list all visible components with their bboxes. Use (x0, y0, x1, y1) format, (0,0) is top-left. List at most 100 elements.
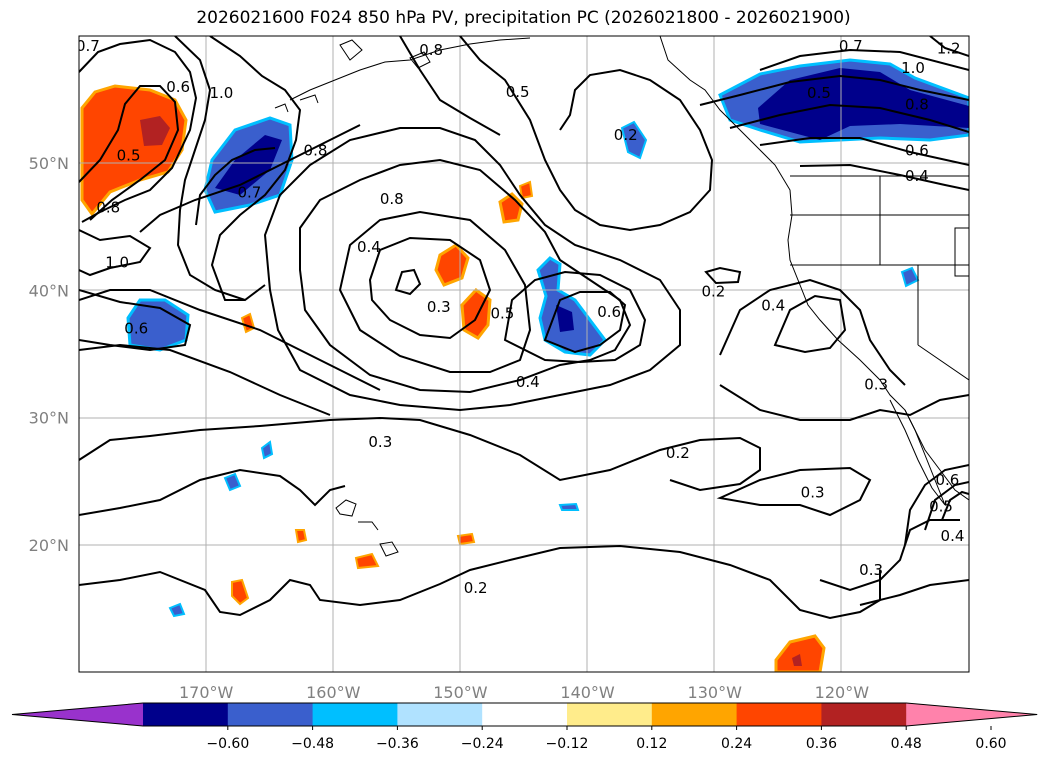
contour-label: 0.7 (76, 37, 100, 55)
pv-contour (399, 36, 501, 136)
contour-label: 0.6 (597, 303, 621, 321)
contour-label: 0.5 (807, 84, 831, 102)
latitude-tick-label: 30°N (29, 409, 69, 428)
map-gridlines (79, 36, 969, 672)
contour-label: 0.5 (490, 304, 514, 322)
colorbar-segment (227, 703, 314, 726)
pv-contour (79, 343, 331, 416)
longitude-tick-label: 120°W (815, 683, 870, 702)
contour-label: 0.5 (506, 83, 530, 101)
latitude-tick-label: 40°N (29, 281, 69, 300)
pv-contour (773, 294, 847, 354)
contour-label: 0.3 (801, 484, 825, 502)
political-boundary (790, 175, 969, 381)
contour-label: 0.3 (427, 298, 451, 316)
contour-label: 0.2 (464, 579, 488, 597)
contour-label: 0.3 (368, 433, 392, 451)
pv-contour (503, 270, 647, 364)
pv-contour (79, 229, 152, 277)
contour-labels: 0.7 0.6 0.5 0.8 1.0 0.6 1.0 0.7 0.8 0.8 0.5 0.8 0.4 0… (76, 37, 964, 597)
contour-label: 0.4 (905, 167, 929, 185)
pv-contour (719, 278, 906, 386)
hawaii-coastline (335, 499, 399, 557)
colorbar: −0.60 −0.48 −0.36 −0.24 −0.12 0.12 0.24 0.36 0.4… (11, 702, 1038, 752)
contour-label: 0.3 (864, 376, 888, 394)
longitude-tick-label: 130°W (688, 683, 743, 702)
contour-label: 0.2 (666, 444, 690, 462)
colorbar-tick-label: 0.48 (891, 736, 922, 752)
pv-contour (459, 36, 714, 232)
precip-negative-area (223, 472, 242, 492)
contour-label: 1.0 (901, 59, 925, 77)
precip-negative-area (558, 502, 580, 511)
pv-contour (195, 147, 276, 226)
map-area: 0.7 0.6 0.5 0.8 1.0 0.6 1.0 0.7 0.8 0.8 0.5 0.8 0.4 0… (76, 36, 969, 672)
map-title: 2026021600 F024 850 hPa PV, precipitatio… (196, 8, 851, 28)
pv-contour (716, 466, 872, 517)
contour-label: 0.6 (166, 78, 190, 96)
colorbar-tick-label: 0.36 (806, 736, 837, 752)
pv-contour (543, 291, 627, 354)
contour-label: 0.6 (124, 320, 148, 338)
baja-coastline (889, 399, 946, 506)
pv-contour (704, 266, 742, 285)
precip-positive-area (456, 532, 476, 546)
colorbar-outline (11, 702, 1038, 727)
latitude-tick-labels: 20°N 30°N 40°N 50°N (29, 154, 69, 555)
pv-contour (139, 124, 361, 233)
precip-negative-core (215, 135, 282, 195)
contour-label: 0.3 (859, 561, 883, 579)
longitude-tick-label: 150°W (433, 683, 488, 702)
pv-contour (209, 36, 302, 301)
contour-label: 0.7 (237, 183, 261, 201)
precip-positive-area (231, 578, 250, 606)
colorbar-segment (567, 703, 653, 726)
pv-contour (368, 236, 492, 340)
contour-label: 0.8 (96, 199, 120, 217)
contour-label: 0.5 (929, 498, 953, 516)
contour-label: 0.7 (839, 37, 863, 55)
colorbar-segment (397, 703, 483, 726)
pv-contours (79, 36, 969, 620)
precip-negative-area (536, 256, 607, 357)
pv-contour (79, 289, 381, 391)
pv-contour (263, 127, 681, 412)
contour-label: 0.4 (357, 238, 381, 256)
pv-contour (338, 210, 532, 373)
precip-negative-core (758, 68, 969, 140)
coastlines (274, 36, 969, 557)
contour-label: 0.2 (702, 283, 726, 301)
longitude-tick-label: 140°W (560, 683, 615, 702)
colorbar-segment (312, 703, 398, 726)
pv-contour (904, 464, 969, 546)
colorbar-segment (482, 703, 568, 726)
longitude-tick-label: 160°W (306, 683, 361, 702)
contour-label: 0.8 (419, 41, 443, 59)
contour-label: 0.8 (304, 141, 328, 159)
longitude-tick-label: 170°W (179, 683, 234, 702)
contour-label: 0.5 (117, 147, 141, 165)
precip-negative-core (556, 305, 574, 332)
alaska-coastline (274, 37, 531, 113)
colorbar-tick-label: −0.12 (546, 736, 589, 752)
contour-label: 0.4 (516, 373, 540, 391)
pv-contour (79, 544, 881, 620)
pv-contour (79, 468, 346, 516)
contour-label: 0.8 (380, 190, 404, 208)
contour-label: 1.2 (937, 40, 961, 58)
colorbar-segment (651, 703, 738, 726)
colorbar-segment (821, 703, 907, 726)
colorbar-segment (736, 703, 822, 726)
pv-contour (174, 36, 266, 302)
contour-label: 0.2 (614, 126, 638, 144)
precip-positive-area (354, 552, 380, 570)
colorbar-extend-low (12, 703, 143, 726)
contour-label: 0.6 (935, 471, 959, 489)
precip-negative-area (620, 120, 648, 160)
colorbar-tick-label: −0.36 (376, 736, 419, 752)
pv-contour (394, 268, 422, 296)
pv-contour (79, 85, 180, 221)
pv-contour (79, 38, 198, 223)
contour-label: 0.6 (905, 141, 929, 159)
